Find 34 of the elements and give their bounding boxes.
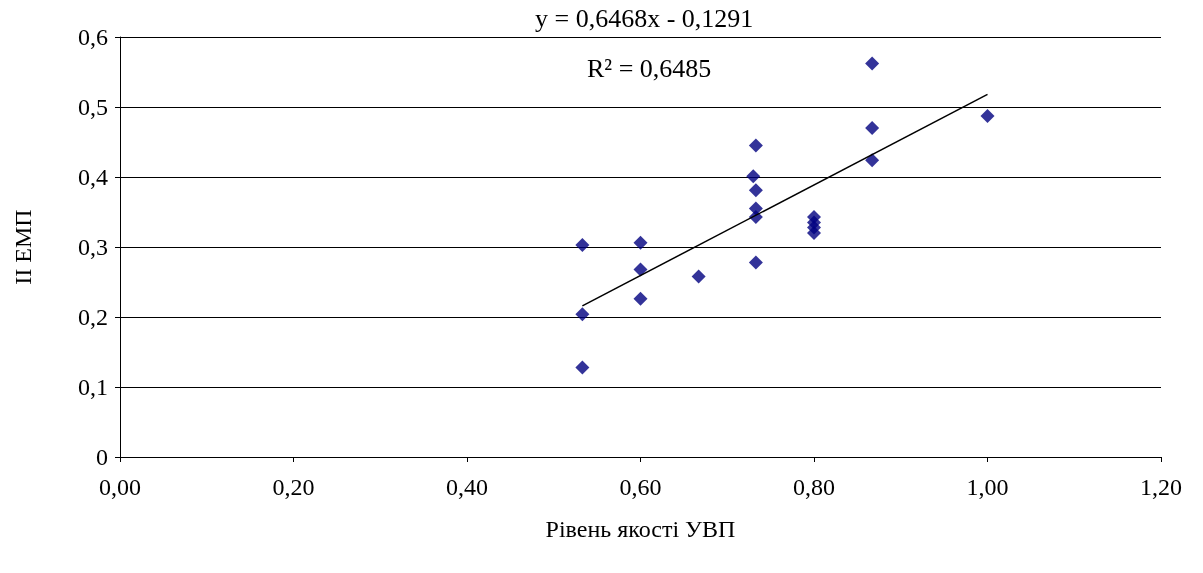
point	[746, 169, 761, 184]
annotation: R² = 0,6485	[587, 53, 712, 83]
x-tick-label: 1,00	[966, 474, 1009, 500]
x-tick-label: 0,40	[446, 474, 488, 500]
x-tick-label: 0,00	[99, 474, 141, 500]
y-tick-label: 0,1	[78, 374, 108, 400]
point	[748, 183, 763, 198]
point	[748, 138, 763, 153]
x-axis-title: Рівень якості УВП	[545, 516, 736, 542]
y-tick-label: 0,4	[78, 164, 108, 190]
y-tick-label: 0	[96, 444, 108, 470]
point	[865, 121, 880, 135]
x-tick-label: 0,80	[793, 474, 835, 500]
point	[633, 291, 648, 306]
y-axis-title: ІІ ЕМП	[10, 209, 36, 285]
point	[633, 235, 648, 250]
point	[748, 255, 763, 270]
point	[865, 153, 880, 168]
point	[865, 56, 880, 71]
point	[980, 109, 995, 124]
text: y = 0,6468x - 0,1291	[535, 3, 754, 33]
x-tick-label: 0,60	[619, 474, 662, 500]
y-tick-label: 0,2	[78, 304, 108, 330]
x-tick-label: 0,20	[272, 474, 315, 500]
point	[691, 269, 706, 284]
x-tick-label: 1,20	[1140, 474, 1182, 500]
point	[575, 360, 590, 375]
y-tick-label: 0,6	[78, 24, 108, 50]
point	[807, 226, 821, 240]
y-tick-label: 0,3	[78, 234, 108, 260]
point	[575, 237, 590, 252]
point	[633, 262, 648, 277]
point	[575, 307, 590, 322]
y-tick-label: 0,5	[78, 94, 108, 120]
